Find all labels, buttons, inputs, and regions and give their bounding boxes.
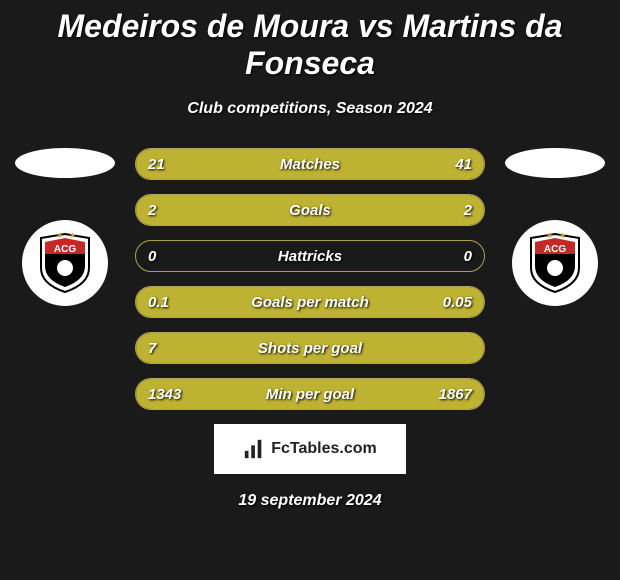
- page-title: Medeiros de Moura vs Martins da Fonseca: [0, 0, 620, 82]
- subtitle: Club competitions, Season 2024: [0, 100, 620, 118]
- watermark-badge: FcTables.com: [214, 424, 406, 474]
- svg-text:★: ★: [69, 232, 76, 240]
- right-player-column: ACG ★ ★: [505, 148, 605, 306]
- bar-chart-icon: [243, 438, 265, 460]
- svg-text:ACG: ACG: [54, 244, 76, 255]
- svg-text:★: ★: [559, 232, 566, 240]
- player-photo-placeholder-left: [15, 148, 115, 178]
- club-shield-icon: ACG ★ ★: [529, 232, 581, 294]
- stat-label: Goals per match: [136, 287, 484, 317]
- stat-bar: 0.10.05Goals per match: [135, 286, 485, 318]
- stat-bar: 22Goals: [135, 194, 485, 226]
- left-player-column: ACG ★ ★: [15, 148, 115, 306]
- stat-label: Goals: [136, 195, 484, 225]
- stat-bar: 13431867Min per goal: [135, 378, 485, 410]
- svg-text:ACG: ACG: [544, 244, 566, 255]
- club-badge-left: ACG ★ ★: [22, 220, 108, 306]
- stat-bar: 2141Matches: [135, 148, 485, 180]
- stat-label: Matches: [136, 149, 484, 179]
- stat-label: Shots per goal: [136, 333, 484, 363]
- player-photo-placeholder-right: [505, 148, 605, 178]
- watermark-text: FcTables.com: [271, 440, 377, 458]
- stats-column: 2141Matches 22Goals 00Hattricks 0.10.05Goal…: [135, 148, 485, 410]
- stat-bar: 00Hattricks: [135, 240, 485, 272]
- stat-label: Min per goal: [136, 379, 484, 409]
- svg-text:★: ★: [546, 232, 553, 240]
- club-badge-right: ACG ★ ★: [512, 220, 598, 306]
- stat-label: Hattricks: [136, 241, 484, 271]
- svg-text:★: ★: [56, 232, 63, 240]
- stat-bar: 7Shots per goal: [135, 332, 485, 364]
- date-label: 19 september 2024: [0, 492, 620, 510]
- comparison-row: ACG ★ ★ 2141Matches 22Goals 00Hattricks 0.1…: [0, 148, 620, 410]
- club-shield-icon: ACG ★ ★: [39, 232, 91, 294]
